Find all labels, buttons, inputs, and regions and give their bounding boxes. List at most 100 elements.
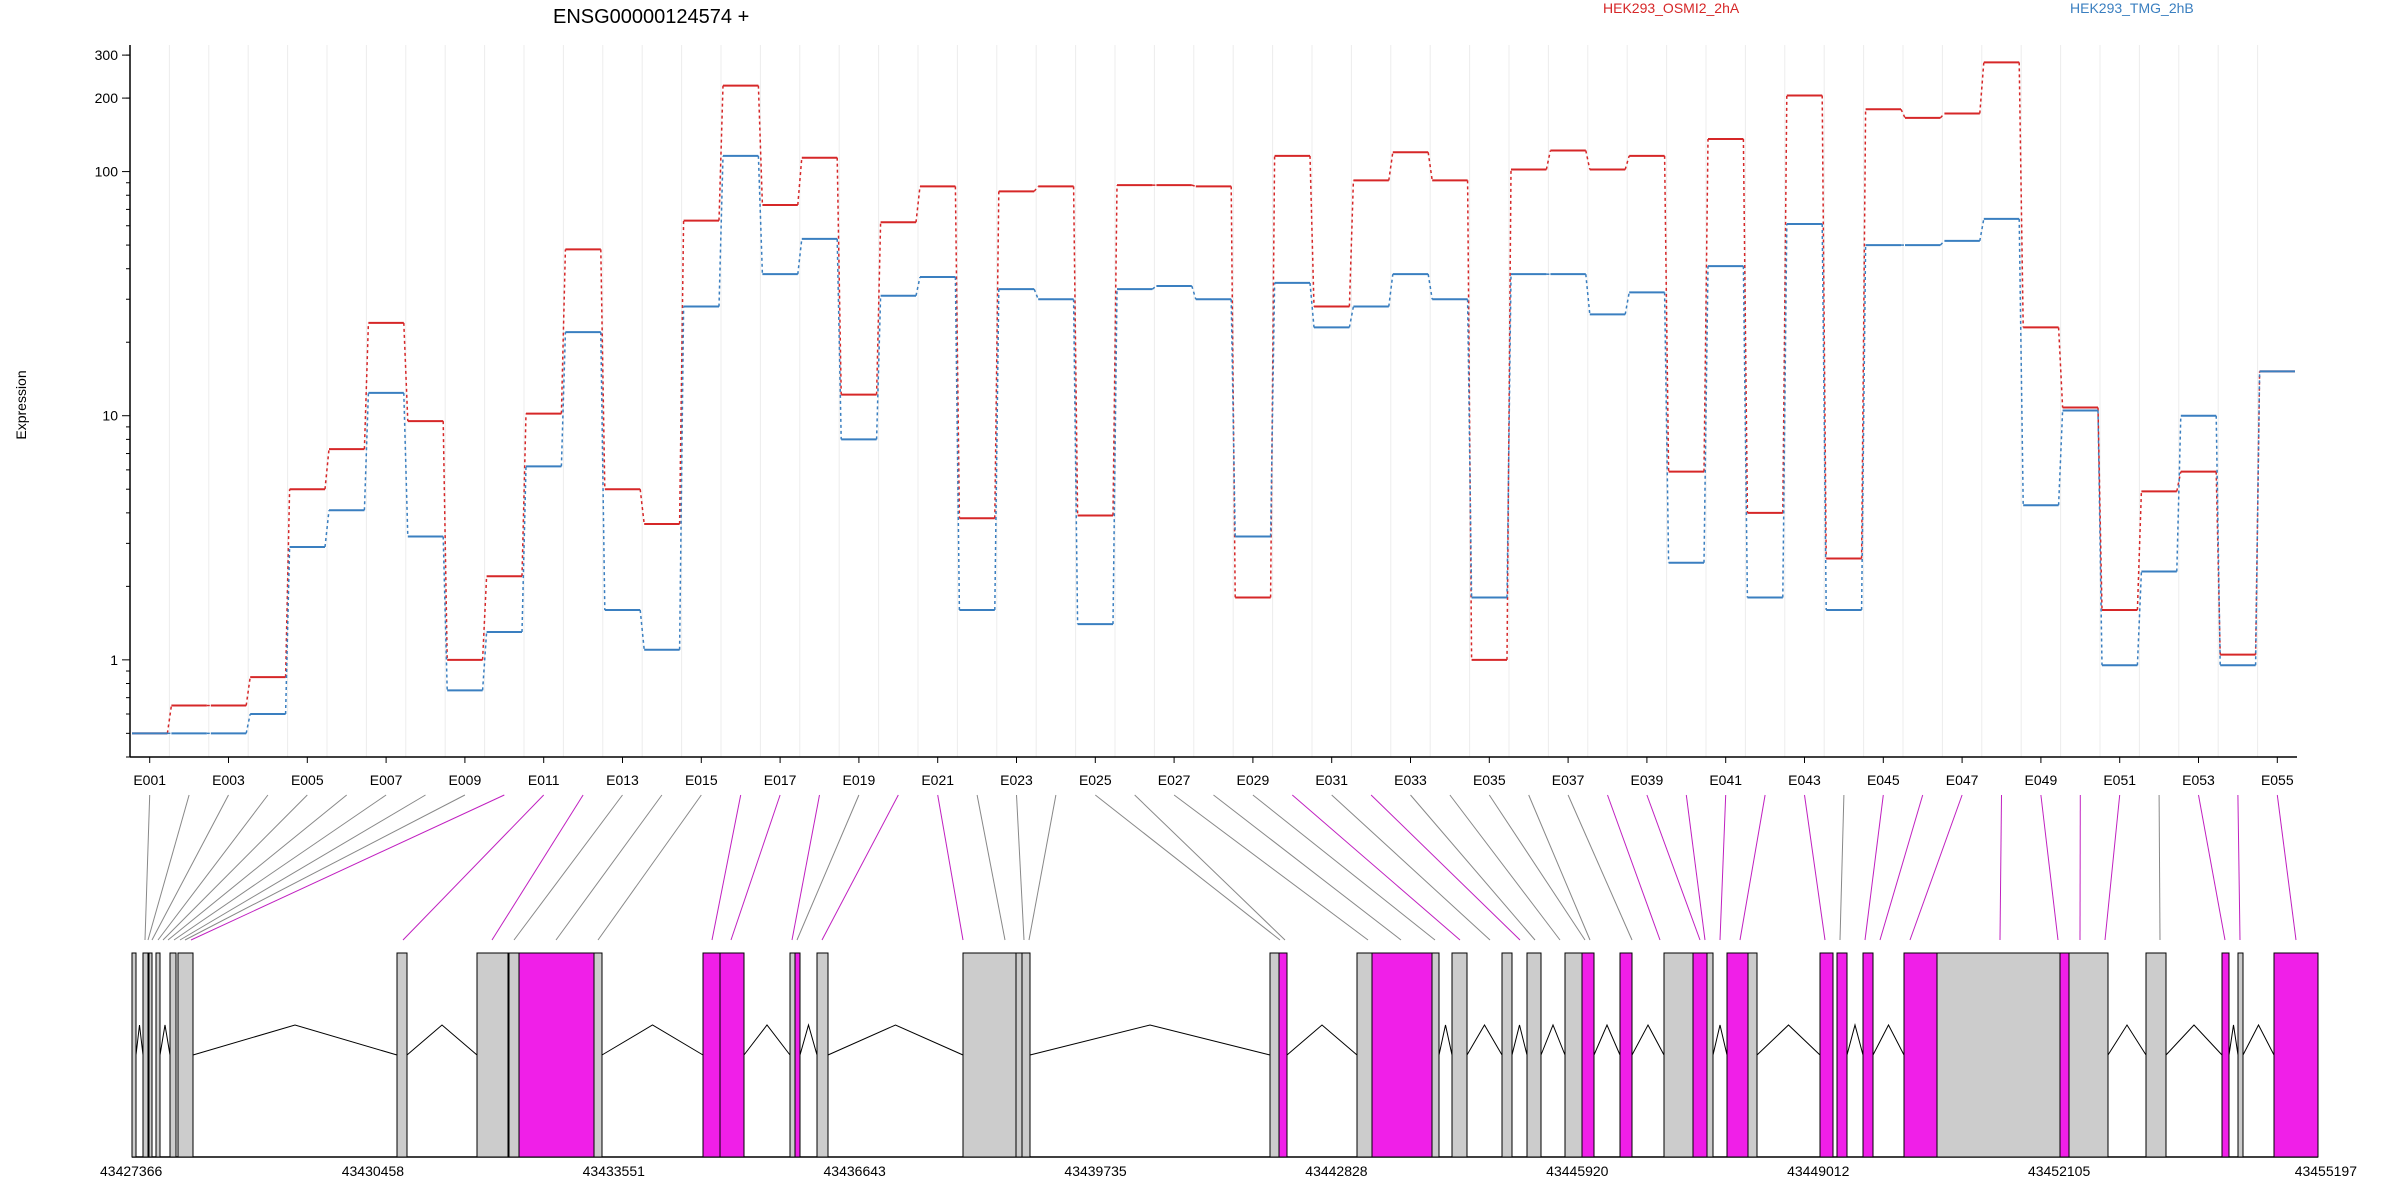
series-connector bbox=[1939, 112, 1945, 119]
exon-block bbox=[1501, 952, 1513, 1158]
series-connector bbox=[600, 332, 606, 611]
exon-block-highlighted bbox=[1581, 952, 1595, 1158]
legend-entry-osmi: HEK293_OSMI2_2hA bbox=[1603, 0, 1740, 16]
series-connector bbox=[1033, 185, 1039, 192]
exon-connector bbox=[1028, 794, 1057, 941]
series-connector bbox=[166, 705, 173, 734]
series-connector bbox=[757, 155, 764, 275]
exon-connector bbox=[730, 794, 781, 941]
x-tick-label: E023 bbox=[1000, 772, 1033, 788]
x-tick-label: E013 bbox=[606, 772, 639, 788]
x-tick-label: E039 bbox=[1631, 772, 1664, 788]
x-tick-label: E009 bbox=[449, 772, 482, 788]
series-connector bbox=[1742, 138, 1749, 513]
series-connector bbox=[1112, 289, 1118, 625]
series-connector bbox=[1782, 223, 1788, 598]
y-tick-label: 100 bbox=[95, 164, 119, 180]
exon-connector bbox=[1607, 794, 1661, 941]
exon-connector bbox=[1331, 794, 1491, 941]
intron bbox=[2107, 1024, 2147, 1056]
series-connector bbox=[284, 489, 291, 678]
y-tick-label: 200 bbox=[95, 90, 119, 106]
y-ticks: 1 10 100 200 300 bbox=[95, 47, 130, 758]
exon-connector bbox=[937, 794, 964, 941]
exon-block bbox=[508, 952, 520, 1158]
exon-connector bbox=[597, 794, 702, 941]
exon-connector bbox=[555, 794, 663, 941]
exon-block-highlighted bbox=[2059, 952, 2070, 1158]
x-tick-label: E007 bbox=[370, 772, 403, 788]
series-connector bbox=[1624, 155, 1630, 170]
exon-block bbox=[476, 952, 509, 1158]
series-connector bbox=[2097, 410, 2103, 666]
genomic-tick-label: 43433551 bbox=[583, 1163, 646, 1179]
exon-block-highlighted bbox=[702, 952, 721, 1158]
exon-block bbox=[148, 952, 153, 1158]
series-connector bbox=[1703, 138, 1709, 472]
series-connector bbox=[757, 85, 764, 205]
series-connector bbox=[1821, 95, 1827, 559]
x-tick-label: E051 bbox=[2103, 772, 2136, 788]
exon-connector bbox=[1646, 794, 1701, 941]
exon-block bbox=[789, 952, 796, 1158]
intron bbox=[1540, 1023, 1566, 1056]
intron bbox=[1593, 1023, 1621, 1056]
exon-block bbox=[1564, 952, 1583, 1158]
exon-connector bbox=[2040, 794, 2059, 941]
series-connector bbox=[1821, 223, 1827, 611]
intron bbox=[1846, 1023, 1864, 1056]
intron bbox=[2228, 1024, 2239, 1056]
y-tick-label: 10 bbox=[102, 408, 118, 424]
chart-title: ENSG00000124574 + bbox=[553, 6, 749, 28]
series-connector bbox=[324, 449, 330, 490]
genomic-ticks: 43427366 43430458 43433551 43436643 43439735… bbox=[100, 1163, 2357, 1179]
x-tick-label: E019 bbox=[843, 772, 876, 788]
exon-connector bbox=[147, 794, 190, 941]
series-connector bbox=[1939, 240, 1945, 246]
exon-connector bbox=[1864, 794, 1884, 941]
series-connector bbox=[718, 85, 724, 221]
exon-block-highlighted bbox=[1862, 952, 1874, 1158]
series-connector bbox=[442, 421, 448, 660]
exon-connector bbox=[1016, 794, 1025, 941]
series-connector bbox=[718, 155, 724, 307]
series-connector bbox=[560, 332, 567, 467]
exon-connector bbox=[167, 794, 348, 941]
exon-connector bbox=[1879, 794, 1924, 941]
genomic-tick-label: 43442828 bbox=[1305, 1163, 1368, 1179]
genomic-tick-label: 43427366 bbox=[100, 1163, 163, 1179]
exon-connector bbox=[2198, 794, 2226, 941]
series-connector bbox=[284, 546, 291, 715]
exon-connector bbox=[1567, 794, 1633, 941]
series-connector bbox=[324, 510, 330, 548]
series-connector bbox=[678, 220, 685, 525]
exon-block-highlighted bbox=[2221, 952, 2230, 1158]
exon-connector bbox=[2104, 794, 2121, 941]
series-connector bbox=[875, 222, 882, 395]
exon-connector bbox=[402, 794, 545, 941]
x-tick-label: E049 bbox=[2025, 772, 2058, 788]
series-connector bbox=[1979, 62, 1985, 114]
intron bbox=[2242, 1023, 2275, 1056]
exon-connector bbox=[162, 794, 308, 941]
exon-block-highlighted bbox=[794, 952, 801, 1158]
series-connector bbox=[2136, 491, 2143, 611]
exon-connector bbox=[1909, 794, 1963, 941]
x-tick-label: E055 bbox=[2261, 772, 2294, 788]
exon-connector bbox=[976, 794, 1006, 941]
exon-block bbox=[1451, 952, 1468, 1158]
series-connector bbox=[1703, 266, 1709, 563]
series-connector bbox=[481, 631, 488, 691]
exon-connector bbox=[711, 794, 742, 941]
series-connector bbox=[442, 536, 448, 691]
x-tick-label: E017 bbox=[764, 772, 797, 788]
series-connector bbox=[600, 249, 606, 490]
exon-block bbox=[2237, 952, 2244, 1158]
x-tick-label: E025 bbox=[1079, 772, 1112, 788]
exon-block-highlighted bbox=[2273, 952, 2319, 1158]
series-connector bbox=[245, 676, 251, 706]
x-tick-label: E005 bbox=[291, 772, 324, 788]
intron bbox=[1511, 1024, 1528, 1056]
intron bbox=[159, 1024, 171, 1056]
exon-block bbox=[177, 952, 194, 1158]
